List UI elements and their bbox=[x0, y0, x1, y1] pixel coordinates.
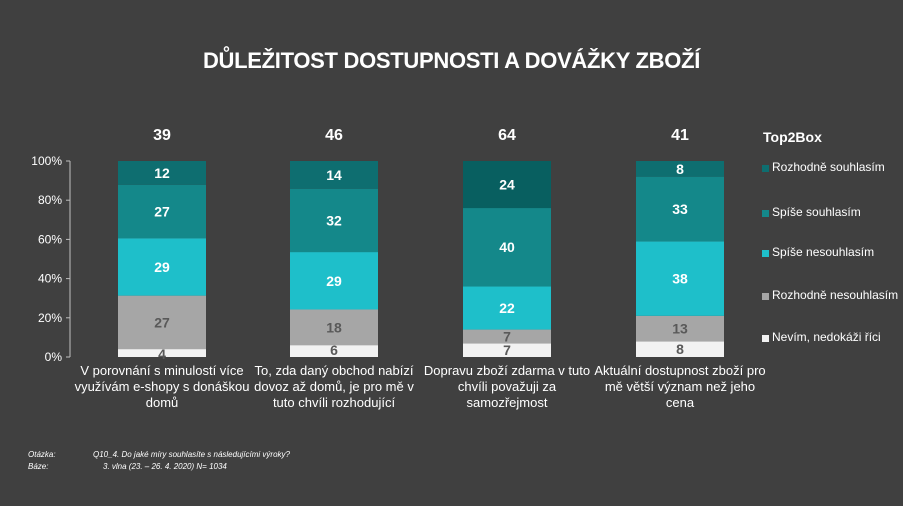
segment-nevim bbox=[290, 345, 378, 357]
segment-value-label: 6 bbox=[330, 342, 338, 358]
segment-value-label: 29 bbox=[326, 273, 342, 289]
y-tick-label: 80% bbox=[38, 193, 62, 207]
y-tick-label: 60% bbox=[38, 232, 62, 246]
segment-rozhodne-souhlasim bbox=[636, 161, 724, 177]
legend-item-nevim: Nevím, nedokáži říci bbox=[762, 330, 902, 345]
category-label-4: Aktuální dostupnost zboží pro mě větší v… bbox=[594, 363, 766, 410]
segment-spise-souhlasim bbox=[290, 188, 378, 253]
legend-item-rozhodne-souhlasim: Rozhodně souhlasím bbox=[762, 160, 902, 175]
segment-rozhodne-nesouhlasim bbox=[290, 309, 378, 346]
segment-value-label: 27 bbox=[154, 203, 170, 219]
top2box-value: 39 bbox=[153, 127, 171, 144]
y-tick-label: 0% bbox=[45, 350, 63, 364]
top2box-value: 41 bbox=[671, 127, 689, 144]
base-label: Báze: bbox=[28, 462, 49, 471]
y-axis: 0% 20% 40% 60% 80% 100% bbox=[31, 154, 71, 364]
segment-value-label: 7 bbox=[503, 342, 511, 358]
segment-value-label: 13 bbox=[672, 321, 688, 337]
segment-spise-souhlasim bbox=[463, 208, 551, 287]
segment-rozhodne-nesouhlasim bbox=[118, 295, 206, 350]
legend-item-rozhodne-nesouhlasim: Rozhodně nesouhlasím bbox=[762, 288, 902, 303]
legend-item-spise-souhlasim: Spíše souhlasím bbox=[762, 205, 902, 220]
segment-value-label: 4 bbox=[158, 346, 166, 362]
legend-label: Rozhodně souhlasím bbox=[772, 160, 885, 174]
segment-value-label: 27 bbox=[154, 314, 170, 330]
segment-value-label: 14 bbox=[326, 167, 342, 183]
segment-rozhodne-souhlasim bbox=[118, 161, 206, 185]
chart-title: DŮLEŽITOST DOSTUPNOSTI A DOVÁŽKY ZBOŽÍ bbox=[202, 48, 701, 73]
category-label-1: V porovnání s minulostí více využívám e-… bbox=[74, 363, 250, 410]
segment-nevim bbox=[636, 341, 724, 357]
base-text: 3. vlna (23. – 26. 4. 2020) N= 1034 bbox=[103, 462, 227, 471]
segment-rozhodne-nesouhlasim bbox=[463, 329, 551, 344]
segment-labels: 4 27 29 27 12 6 18 29 32 14 77 22 40 24 8 13 38 33 8 bbox=[154, 161, 688, 362]
segment-value-label: 22 bbox=[499, 300, 515, 316]
segment-spise-souhlasim bbox=[636, 176, 724, 242]
legend-label: Nevím, nedokáži říci bbox=[772, 330, 881, 344]
segment-rozhodne-nesouhlasim bbox=[636, 315, 724, 342]
segment-spise-nesouhlasim bbox=[463, 286, 551, 330]
legend-title: Top2Box bbox=[763, 129, 822, 145]
bars bbox=[118, 161, 724, 357]
segment-value-label: 8 bbox=[676, 161, 684, 177]
y-tick-label: 40% bbox=[38, 272, 62, 286]
legend-swatch bbox=[762, 335, 769, 342]
segment-value-label: 40 bbox=[499, 239, 515, 255]
segment-value-label: 29 bbox=[154, 259, 170, 275]
segment-spise-nesouhlasim bbox=[118, 238, 206, 296]
segment-value-label: 18 bbox=[326, 319, 342, 335]
segment-spise-nesouhlasim bbox=[636, 241, 724, 316]
category-label-3: Dopravu zboží zdarma v tuto chvíli považ… bbox=[423, 363, 591, 410]
segment-nevim bbox=[118, 349, 206, 357]
segment-rozhodne-souhlasim bbox=[463, 161, 551, 209]
segment-value-label: 24 bbox=[499, 177, 515, 193]
segment-value-label: 32 bbox=[326, 212, 342, 228]
top2box-value: 46 bbox=[325, 127, 343, 144]
legend-swatch bbox=[762, 293, 769, 300]
legend-swatch bbox=[762, 165, 769, 172]
question-text: Q10_4. Do jaké míry souhlasíte s následu… bbox=[93, 450, 290, 459]
segment-spise-nesouhlasim bbox=[290, 252, 378, 310]
segment-value-label: 8 bbox=[676, 341, 684, 357]
legend-label: Spíše nesouhlasím bbox=[772, 245, 875, 259]
top2box-value: 64 bbox=[498, 127, 516, 144]
segment-value-label: 38 bbox=[672, 271, 688, 287]
legend-label: Spíše souhlasím bbox=[772, 205, 861, 219]
legend-item-spise-nesouhlasim: Spíše nesouhlasím bbox=[762, 245, 902, 260]
question-label: Otázka: bbox=[28, 450, 56, 459]
legend-swatch bbox=[762, 210, 769, 217]
segment-value-label: 12 bbox=[154, 165, 170, 181]
segment-nevim bbox=[463, 343, 551, 357]
segment-rozhodne-souhlasim bbox=[290, 161, 378, 189]
segment-value-label: 7 bbox=[503, 328, 511, 344]
legend-label: Rozhodně nesouhlasím bbox=[772, 288, 899, 302]
segment-spise-souhlasim bbox=[118, 184, 206, 239]
y-tick-label: 100% bbox=[31, 154, 62, 168]
legend-swatch bbox=[762, 250, 769, 257]
top2box-values: 39 46 64 41 bbox=[153, 127, 689, 144]
category-label-2: To, zda daný obchod nabízí dovoz až domů… bbox=[254, 363, 414, 410]
segment-value-label: 33 bbox=[672, 201, 688, 217]
y-tick-label: 20% bbox=[38, 311, 62, 325]
